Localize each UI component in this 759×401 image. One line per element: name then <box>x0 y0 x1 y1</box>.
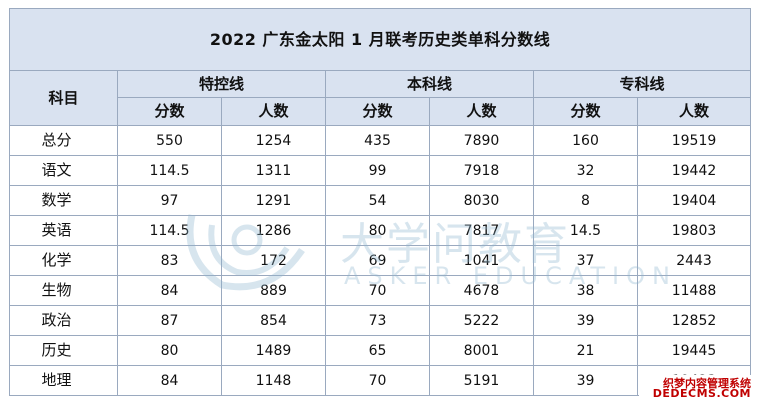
count-cell: 7817 <box>429 215 534 246</box>
score-cell: 8 <box>533 185 638 216</box>
count-header: 人数 <box>636 97 752 126</box>
score-cell: 80 <box>117 335 222 366</box>
group-header-row: 科目 特控线 本科线 专科线 <box>9 70 752 126</box>
count-cell: 1489 <box>221 335 326 366</box>
subject-label: 生物 <box>41 281 72 299</box>
score-cell: 114.5 <box>117 215 222 246</box>
subject-cell: 英语 <box>9 215 118 246</box>
score-cell: 84 <box>117 275 222 306</box>
score-header: 分数 <box>533 97 638 126</box>
count-cell: 1148 <box>221 365 326 396</box>
stamp-line-2: DEDECMS.COM <box>652 387 751 400</box>
score-cell: 14.5 <box>533 215 638 246</box>
subject-label: 总分 <box>41 131 72 149</box>
count-cell: 5191 <box>429 365 534 396</box>
table-row: 历史 80 1489 65 8001 21 19445 <box>9 335 752 366</box>
group-header-zhuanke: 专科线 <box>532 70 752 98</box>
score-cell: 99 <box>325 155 430 186</box>
score-table-container: 2022 广东金太阳 1 月联考历史类单科分数线 科目 特控线 本科线 专科线 … <box>8 8 752 396</box>
count-cell: 172 <box>221 245 326 276</box>
table-row: 政治 87 854 73 5222 39 12852 <box>9 305 752 336</box>
subject-label: 英语 <box>41 221 72 239</box>
score-cell: 65 <box>325 335 430 366</box>
score-cell: 70 <box>325 275 430 306</box>
subject-cell: 历史 <box>9 335 118 366</box>
count-cell: 8030 <box>429 185 534 216</box>
sub-header-row: 分数 人数 分数 人数 分数 人数 <box>10 97 752 126</box>
subject-label: 地理 <box>41 371 72 389</box>
score-cell: 73 <box>325 305 430 336</box>
score-cell: 83 <box>117 245 222 276</box>
title-row: 2022 广东金太阳 1 月联考历史类单科分数线 <box>8 8 752 71</box>
score-cell: 550 <box>117 125 222 156</box>
score-cell: 114.5 <box>117 155 222 186</box>
table-body: 总分 550 1254 435 7890 160 19519 语文 114.5 1311 99 791… <box>9 125 752 396</box>
score-cell: 32 <box>533 155 638 186</box>
count-cell: 19445 <box>636 335 752 366</box>
corner-stamp: 织梦内容管理系统 DEDECMS.COM <box>639 375 757 400</box>
subject-label: 数学 <box>41 191 72 209</box>
count-cell: 19404 <box>636 185 752 216</box>
count-cell: 1311 <box>221 155 326 186</box>
count-cell: 11488 <box>636 275 752 306</box>
score-cell: 21 <box>533 335 638 366</box>
score-cell: 84 <box>117 365 222 396</box>
count-cell: 19442 <box>636 155 752 186</box>
count-cell: 1254 <box>221 125 326 156</box>
count-cell: 19803 <box>636 215 752 246</box>
count-cell: 854 <box>221 305 326 336</box>
subject-cell: 政治 <box>9 305 118 336</box>
count-cell: 12852 <box>636 305 752 336</box>
score-cell: 38 <box>533 275 638 306</box>
count-cell: 1041 <box>429 245 534 276</box>
group-header-tekong: 特控线 <box>117 70 326 98</box>
count-cell: 5222 <box>429 305 534 336</box>
table-row: 数学 97 1291 54 8030 8 19404 <box>9 185 752 216</box>
subject-header: 科目 <box>9 70 118 126</box>
subject-cell: 生物 <box>9 275 118 306</box>
score-cell: 80 <box>325 215 430 246</box>
score-table: 2022 广东金太阳 1 月联考历史类单科分数线 科目 特控线 本科线 专科线 … <box>8 8 752 396</box>
table-row: 总分 550 1254 435 7890 160 19519 <box>9 125 752 156</box>
score-header: 分数 <box>117 97 222 126</box>
score-cell: 70 <box>325 365 430 396</box>
subject-label: 历史 <box>41 341 72 359</box>
score-cell: 87 <box>117 305 222 336</box>
subject-cell: 总分 <box>9 125 118 156</box>
subject-cell: 语文 <box>9 155 118 186</box>
subject-label: 政治 <box>41 311 72 329</box>
subject-cell: 数学 <box>9 185 118 216</box>
subject-cell: 化学 <box>9 245 118 276</box>
count-cell: 4678 <box>429 275 534 306</box>
score-cell: 69 <box>325 245 430 276</box>
subject-label: 语文 <box>41 161 72 179</box>
score-cell: 54 <box>325 185 430 216</box>
table-title: 2022 广东金太阳 1 月联考历史类单科分数线 <box>8 8 752 71</box>
count-cell: 8001 <box>429 335 534 366</box>
subject-cell: 地理 <box>9 365 118 396</box>
table-row: 英语 114.5 1286 80 7817 14.5 19803 <box>9 215 752 246</box>
count-header: 人数 <box>429 97 534 126</box>
stamp-line-1: 织梦内容管理系统 <box>663 377 751 390</box>
count-cell: 19519 <box>636 125 752 156</box>
group-header-benke: 本科线 <box>325 70 534 98</box>
count-cell: 1286 <box>221 215 326 246</box>
score-cell: 39 <box>533 365 638 396</box>
count-cell: 7918 <box>429 155 534 186</box>
score-cell: 160 <box>533 125 638 156</box>
table-row: 生物 84 889 70 4678 38 11488 <box>9 275 752 306</box>
score-cell: 37 <box>533 245 638 276</box>
subject-label: 化学 <box>41 251 72 269</box>
count-cell: 1291 <box>221 185 326 216</box>
table-row: 化学 83 172 69 1041 37 2443 <box>9 245 752 276</box>
count-cell: 889 <box>221 275 326 306</box>
score-cell: 97 <box>117 185 222 216</box>
table-row: 语文 114.5 1311 99 7918 32 19442 <box>9 155 752 186</box>
score-header: 分数 <box>325 97 430 126</box>
count-header: 人数 <box>221 97 326 126</box>
count-cell: 7890 <box>429 125 534 156</box>
score-cell: 435 <box>325 125 430 156</box>
count-cell: 2443 <box>636 245 752 276</box>
score-cell: 39 <box>533 305 638 336</box>
